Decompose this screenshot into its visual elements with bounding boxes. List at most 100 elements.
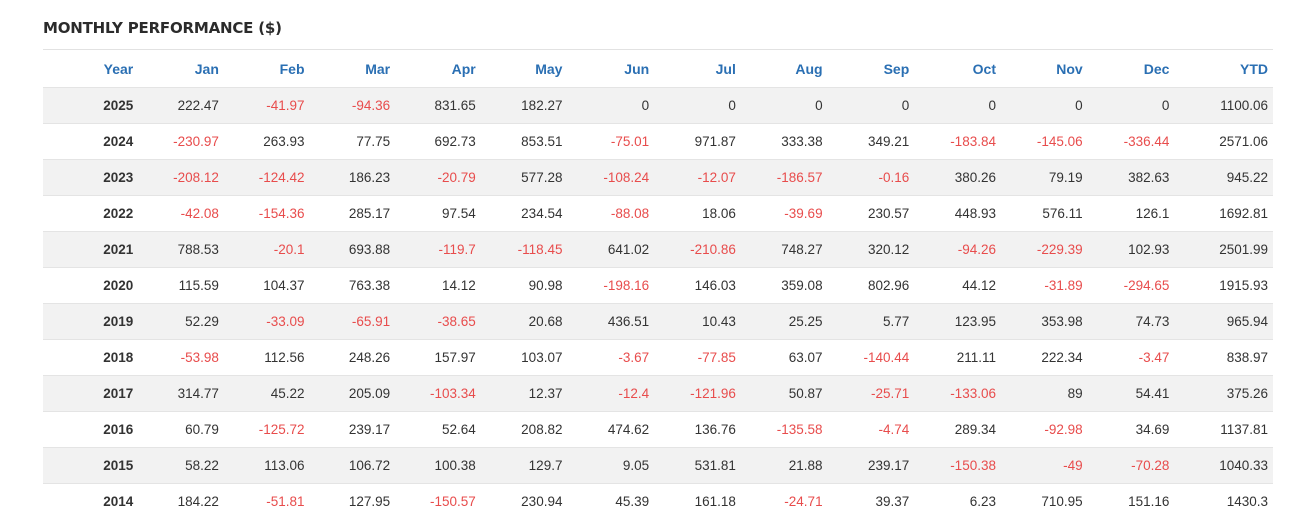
month-value-cell: -183.84 (950, 134, 996, 149)
month-value-cell: 39.37 (875, 494, 910, 510)
table-row: 2024 -230.97 263.93 77.75 692.73 853.51 -75.01… (43, 123, 1273, 160)
month-value-cell: 0 (1161, 98, 1170, 113)
column-header-jul: Jul (715, 60, 736, 77)
month-value-cell: 831.65 (434, 98, 476, 113)
table-row: 2017 314.77 45.22 205.09 -103.34 12.37 -12.4 -1… (43, 375, 1273, 412)
month-value-cell: 788.53 (177, 242, 219, 257)
table-row: 2014 184.22 -51.81 127.95 -150.57 230.94 45.39… (43, 483, 1273, 520)
column-header-feb: Feb (279, 60, 305, 77)
month-value-cell: 0 (728, 98, 736, 113)
month-value-cell: -229.39 (1036, 242, 1083, 257)
month-value-cell: 113.06 (264, 458, 305, 473)
column-header-may: May (535, 60, 563, 77)
month-value-cell: 289.34 (954, 422, 996, 437)
month-value-cell: -25.71 (871, 386, 910, 401)
month-value-cell: 157.97 (434, 350, 476, 365)
month-value-cell: -70.28 (1131, 458, 1170, 473)
table-row: 2025 222.47 -41.97 -94.36 831.65 182.27 0 0 0 0 0 0… (43, 87, 1273, 124)
ytd-cell: 945.22 (1226, 170, 1268, 185)
month-value-cell: -51.81 (266, 494, 305, 510)
month-value-cell: -3.67 (618, 350, 650, 365)
month-value-cell: 20.68 (528, 314, 563, 329)
month-value-cell: 9.05 (622, 458, 650, 473)
ytd-cell: 1430.3 (1226, 494, 1268, 510)
month-value-cell: -133.06 (950, 386, 996, 401)
table-row: 2022 -42.08 -154.36 285.17 97.54 234.54 -88.08… (43, 195, 1273, 232)
ytd-cell: 1137.81 (1220, 422, 1268, 437)
month-value-cell: 448.93 (954, 206, 996, 221)
month-value-cell: 151.16 (1128, 494, 1170, 510)
year-cell: 2014 (103, 494, 134, 510)
month-value-cell: 97.54 (441, 206, 476, 221)
month-value-cell: 182.27 (521, 98, 563, 113)
table-row: 2015 58.22 113.06 106.72 100.38 129.7 9.05 531.… (43, 447, 1273, 484)
ytd-cell: 1692.81 (1219, 206, 1268, 221)
month-value-cell: 112.56 (264, 350, 305, 365)
year-cell: 2016 (103, 422, 134, 437)
month-value-cell: 382.63 (1128, 170, 1170, 185)
column-header-aug: Aug (795, 60, 823, 77)
month-value-cell: -150.57 (429, 494, 476, 510)
month-value-cell: 106.72 (348, 458, 391, 473)
month-value-cell: -4.74 (878, 422, 910, 437)
month-value-cell: 0 (641, 98, 650, 113)
month-value-cell: -210.86 (690, 242, 736, 257)
month-value-cell: 186.23 (348, 170, 391, 185)
month-value-cell: -208.12 (173, 170, 219, 185)
table-row: 2020 115.59 104.37 763.38 14.12 90.98 -198.16 1… (43, 267, 1273, 304)
month-value-cell: 971.87 (694, 134, 736, 149)
column-header-nov: Nov (1056, 60, 1083, 77)
column-header-jun: Jun (624, 60, 650, 77)
month-value-cell: 314.77 (177, 386, 219, 401)
table-row: 2023 -208.12 -124.42 186.23 -20.79 577.28 -108… (43, 159, 1273, 196)
month-value-cell: 763.38 (348, 278, 391, 293)
month-value-cell: -108.24 (603, 170, 650, 185)
month-value-cell: 0 (815, 98, 823, 113)
ytd-cell: 1100.06 (1220, 98, 1268, 113)
month-value-cell: -125.72 (258, 422, 305, 437)
month-value-cell: -75.01 (610, 134, 650, 149)
month-value-cell: 129.7 (528, 458, 563, 473)
month-value-cell: 74.73 (1135, 314, 1170, 329)
column-header-jan: Jan (194, 60, 219, 77)
month-value-cell: 21.88 (788, 458, 823, 473)
month-value-cell: 90.98 (528, 278, 563, 293)
month-value-cell: -294.65 (1123, 278, 1170, 293)
month-value-cell: 126.1 (1135, 206, 1170, 221)
month-value-cell: 115.59 (178, 278, 219, 293)
month-value-cell: 222.34 (1041, 350, 1083, 365)
month-value-cell: -12.4 (618, 386, 650, 401)
month-value-cell: 230.94 (521, 494, 563, 510)
month-value-cell: 285.17 (348, 206, 391, 221)
month-value-cell: 222.47 (177, 98, 219, 113)
month-value-cell: 748.27 (781, 242, 823, 257)
month-value-cell: -103.34 (429, 386, 476, 401)
month-value-cell: 50.87 (788, 386, 823, 401)
month-value-cell: 60.79 (185, 422, 219, 437)
month-value-cell: -20.1 (273, 242, 305, 257)
month-value-cell: 14.12 (441, 278, 476, 293)
month-value-cell: 45.39 (615, 494, 650, 510)
year-cell: 2015 (103, 458, 134, 473)
ytd-cell: 838.97 (1226, 350, 1268, 365)
month-value-cell: 320.12 (867, 242, 910, 257)
month-value-cell: 436.51 (607, 314, 650, 329)
month-value-cell: -42.08 (180, 206, 219, 221)
month-value-cell: -31.89 (1044, 278, 1083, 293)
month-value-cell: 353.98 (1041, 314, 1083, 329)
month-value-cell: 58.22 (185, 458, 219, 473)
table-row: 2021 788.53 -20.1 693.88 -119.7 -118.45 641.02… (43, 231, 1273, 268)
month-value-cell: -154.36 (258, 206, 305, 221)
month-value-cell: -94.36 (351, 98, 391, 113)
year-cell: 2022 (103, 206, 134, 221)
month-value-cell: 641.02 (607, 242, 650, 257)
month-value-cell: 25.25 (788, 314, 823, 329)
table-body: 2025 222.47 -41.97 -94.36 831.65 182.27 0 0 0 0 0 0… (43, 87, 1273, 520)
month-value-cell: 576.11 (1042, 206, 1083, 221)
month-value-cell: 52.29 (185, 314, 219, 329)
month-value-cell: 349.21 (867, 134, 910, 149)
ytd-cell: 1040.33 (1219, 458, 1268, 473)
month-value-cell: 234.54 (521, 206, 563, 221)
table-row: 2016 60.79 -125.72 239.17 52.64 208.82 474.62 1… (43, 411, 1273, 448)
